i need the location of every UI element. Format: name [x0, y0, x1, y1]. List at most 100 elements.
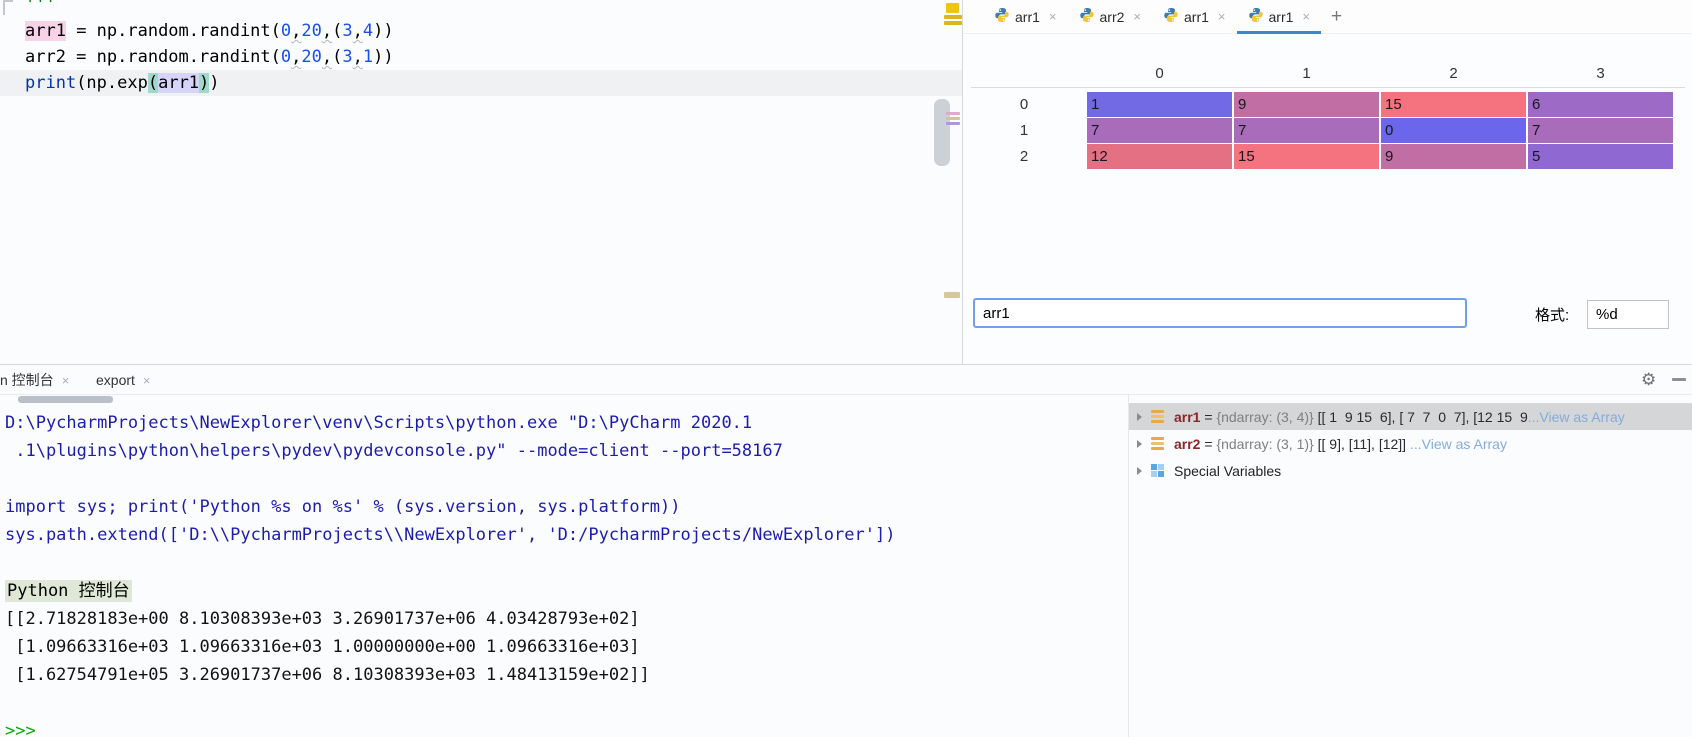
- array-tab-arr1[interactable]: arr1 ×: [1237, 0, 1322, 34]
- stripe-mark-usage-purple: [946, 122, 960, 125]
- column-header: 1: [1302, 64, 1311, 82]
- code-token: arr1: [25, 21, 66, 41]
- console-line: [[2.71828183e+00 8.10308393e+03 3.269017…: [5, 609, 640, 629]
- console-tab-1[interactable]: n 控制台 ×: [0, 365, 69, 395]
- close-icon[interactable]: ×: [1133, 9, 1141, 24]
- code-token: arr1: [158, 73, 200, 93]
- python-icon: [994, 7, 1010, 26]
- array-table-header: 0 1 2 3: [963, 60, 1673, 86]
- close-icon[interactable]: ×: [1302, 9, 1310, 24]
- variable-value: [[ 9], [11], [12]]: [1317, 435, 1410, 452]
- expression-input[interactable]: [973, 298, 1467, 328]
- tab-label: arr2: [1099, 8, 1125, 25]
- code-line: arr2 = np.random.randint(0,20,(3,1)): [25, 44, 394, 70]
- code-line: ''': [25, 0, 56, 18]
- array-cell[interactable]: 5: [1528, 144, 1673, 169]
- view-as-array-link[interactable]: ...View as Array: [1409, 435, 1507, 452]
- array-tab-arr1[interactable]: arr1 ×: [1152, 0, 1237, 34]
- array-cell[interactable]: 9: [1234, 92, 1379, 117]
- console-label-highlight: Python 控制台: [5, 580, 132, 602]
- expand-arrow-icon[interactable]: [1137, 466, 1142, 475]
- console-prompt[interactable]: >>>: [5, 721, 36, 737]
- variable-type: {ndarray: (3, 4)}: [1216, 408, 1318, 425]
- array-cell[interactable]: 7: [1528, 118, 1673, 143]
- array-cell[interactable]: 1: [1087, 92, 1232, 117]
- code-token: (np.exp: [76, 73, 148, 93]
- code-token: ,: [352, 21, 363, 41]
- code-editor[interactable]: ''' arr1 = np.random.randint(0,20,(3,4)) a…: [0, 0, 962, 364]
- array-cell[interactable]: 0: [1381, 118, 1526, 143]
- code-token: (: [332, 47, 343, 67]
- console-tab-strip: n 控制台 × export × ⚙: [0, 365, 1692, 395]
- format-label: 格式:: [1535, 307, 1570, 324]
- console-hscrollbar-thumb[interactable]: [18, 396, 113, 403]
- close-icon[interactable]: ×: [1048, 9, 1057, 24]
- python-icon: [1248, 7, 1264, 26]
- console-line: [5, 689, 1123, 717]
- view-as-array-link[interactable]: ...View as Array: [1527, 408, 1625, 425]
- variable-name: Special Variables: [1174, 462, 1282, 479]
- tab-label: arr1: [1184, 8, 1209, 25]
- code-token: 3: [342, 47, 353, 67]
- code-token: 0: [280, 47, 292, 67]
- variable-row-arr2[interactable]: arr2 = {ndarray: (3, 1)} [[ 9], [11], [1…: [1129, 430, 1692, 457]
- console-tab-2[interactable]: export ×: [96, 365, 151, 395]
- expand-arrow-icon[interactable]: [1137, 439, 1142, 448]
- code-token: ''': [25, 0, 56, 15]
- format-input[interactable]: [1587, 300, 1669, 329]
- python-icon: [1163, 7, 1179, 26]
- ndarray-icon: [1151, 437, 1165, 450]
- array-cell[interactable]: 7: [1087, 118, 1232, 143]
- new-tab-button[interactable]: +: [1331, 5, 1343, 27]
- expand-arrow-icon[interactable]: [1137, 412, 1142, 421]
- variables-panel: arr1 = {ndarray: (3, 4)} [[ 1 9 15 6], […: [1129, 403, 1692, 484]
- console-variables-divider[interactable]: [1128, 395, 1129, 737]
- array-cell[interactable]: 15: [1381, 92, 1526, 117]
- array-cell[interactable]: 12: [1087, 144, 1232, 169]
- code-token: (: [332, 21, 343, 41]
- gear-icon[interactable]: ⚙: [1641, 370, 1657, 389]
- code-token: 1: [362, 47, 374, 67]
- code-token: ,: [291, 21, 302, 41]
- minimize-icon[interactable]: [1672, 378, 1686, 381]
- console-line: .1\plugins\python\helpers\pydev\pydevcon…: [5, 441, 783, 461]
- close-icon[interactable]: ×: [142, 372, 151, 388]
- editor-scrollbar-thumb[interactable]: [934, 99, 950, 166]
- python-icon: [1079, 7, 1095, 26]
- ndarray-icon: [1151, 410, 1165, 423]
- stripe-mark-warning: [944, 15, 962, 19]
- variable-row-special-variables[interactable]: Special Variables: [1129, 457, 1692, 484]
- tab-label: arr1: [1268, 8, 1294, 25]
- array-cell[interactable]: 6: [1528, 92, 1673, 117]
- horizontal-splitter[interactable]: [0, 364, 1692, 365]
- code-token: 20: [301, 47, 322, 67]
- code-token: ,: [321, 47, 333, 67]
- editor-scrollbar-stripe[interactable]: [930, 0, 962, 364]
- code-token: (: [147, 73, 159, 93]
- close-icon[interactable]: ×: [1217, 9, 1226, 24]
- console-line: import sys; print('Python %s on %s' % (s…: [5, 497, 681, 517]
- array-cell[interactable]: 15: [1234, 144, 1379, 169]
- code-token: ): [199, 73, 210, 93]
- stripe-mark-yellow-square: [946, 3, 959, 13]
- array-tab-arr2[interactable]: arr2 ×: [1068, 0, 1153, 34]
- special-variables-icon: [1151, 464, 1165, 477]
- stripe-mark-warning: [944, 21, 962, 25]
- variable-row-arr1[interactable]: arr1 = {ndarray: (3, 4)} [[ 1 9 15 6], […: [1129, 403, 1692, 430]
- array-table: 0 1 9 15 6 1 7 7 0 7 2 12 15 9 5: [963, 92, 1673, 169]
- code-line: print(np.exp(arr1)): [25, 70, 220, 96]
- header-separator: [971, 87, 1685, 88]
- close-icon[interactable]: ×: [61, 372, 70, 388]
- console-output[interactable]: D:\PycharmProjects\NewExplorer\venv\Scri…: [5, 395, 1123, 737]
- fold-region-icon[interactable]: [3, 0, 13, 15]
- console-line: D:\PycharmProjects\NewExplorer\venv\Scri…: [5, 413, 753, 433]
- code-token: arr2 = np.random.randint(: [25, 47, 281, 67]
- array-cell[interactable]: 9: [1381, 144, 1526, 169]
- editor-panel-divider[interactable]: [962, 0, 963, 364]
- code-line: arr1 = np.random.randint(0,20,(3,4)): [25, 18, 394, 44]
- array-tab-arr1[interactable]: arr1 ×: [983, 0, 1068, 34]
- console-line: Python 控制台: [5, 577, 1123, 605]
- tab-label: arr1: [1015, 8, 1040, 25]
- array-cell[interactable]: 7: [1234, 118, 1379, 143]
